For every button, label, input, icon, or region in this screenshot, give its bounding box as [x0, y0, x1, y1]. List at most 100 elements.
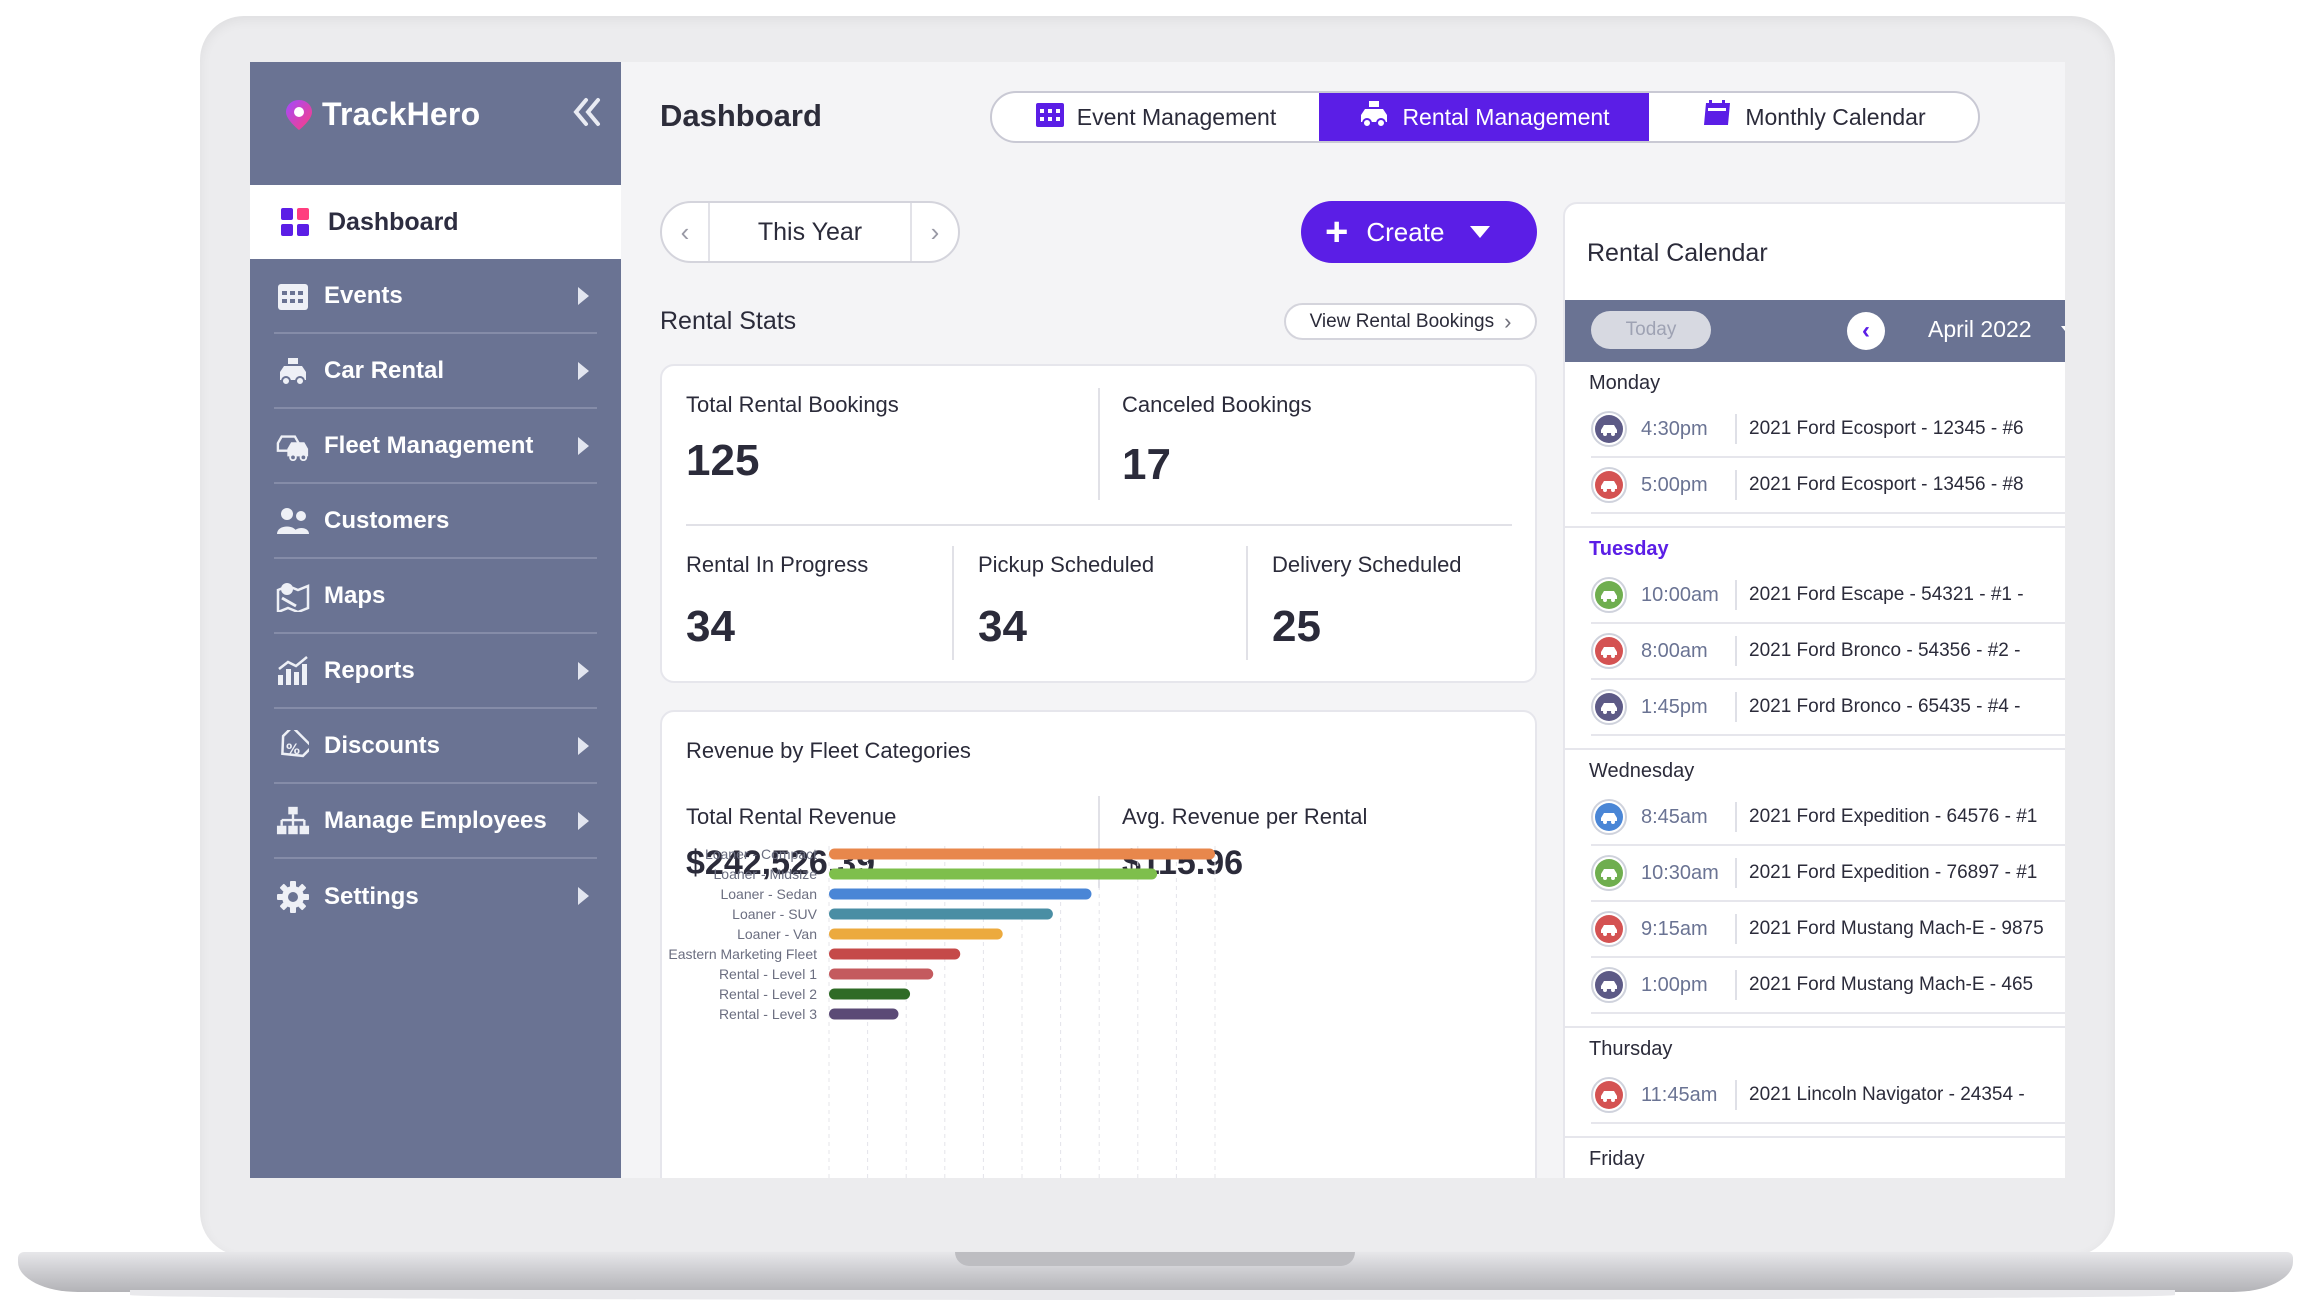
divider	[1735, 470, 1737, 500]
event-description: 2021 Ford Ecosport - 13456 - #8	[1749, 474, 2024, 495]
sidebar-item-settings[interactable]: Settings	[274, 859, 597, 934]
rental-calendar: Rental Calendar Today ‹ April 2022 Monda…	[1563, 202, 2065, 1178]
stat-value: 17	[1122, 440, 1171, 489]
chevron-right-icon	[578, 287, 589, 305]
calendar-event[interactable]: 9:15am 2021 Ford Mustang Mach-E - 9875	[1591, 902, 2065, 958]
calendar-month[interactable]: April 2022	[1928, 316, 2032, 342]
tab-rental-management[interactable]: Rental Management	[1319, 93, 1649, 141]
view-bookings-label: View Rental Bookings	[1309, 310, 1495, 332]
sidebar-item-manage-employees[interactable]: Manage Employees	[274, 784, 597, 859]
chevron-right-icon[interactable]: ›	[910, 203, 958, 261]
sidebar-item-events[interactable]: Events	[274, 259, 597, 334]
calendar-event[interactable]: 1:45pm 2021 Ford Bronco - 65435 - #4 -	[1591, 680, 2065, 736]
calendar-event[interactable]: 5:00pm 2021 Ford Ecosport - 13456 - #8	[1591, 458, 2065, 514]
day-separator	[1565, 736, 2065, 750]
chevron-left-icon[interactable]: ‹	[662, 203, 710, 261]
stat-label: Total Rental Revenue	[686, 804, 897, 829]
chevron-left-icon[interactable]: ‹	[1847, 312, 1885, 350]
divider	[1735, 692, 1737, 722]
sidebar-item-maps[interactable]: Maps	[274, 559, 597, 634]
event-description: 2021 Ford Mustang Mach-E - 9875	[1749, 918, 2044, 939]
sidebar-item-customers[interactable]: Customers	[274, 484, 597, 559]
view-rental-bookings-button[interactable]: View Rental Bookings ›	[1284, 303, 1537, 340]
location-pin-icon	[284, 98, 314, 132]
stat-value: 25	[1272, 602, 1321, 651]
car-icon	[1591, 855, 1627, 891]
chevron-right-icon	[578, 662, 589, 680]
bar[interactable]	[829, 968, 934, 980]
sidebar-item-label: Customers	[324, 506, 450, 534]
sidebar-item-label: Events	[324, 281, 403, 309]
sidebar-item-reports[interactable]: Reports	[274, 634, 597, 709]
bar[interactable]	[829, 908, 1053, 920]
category-label: Loaner - Midsize	[714, 866, 818, 882]
sidebar: TrackHero Dashboard Events Car Rental	[250, 62, 621, 1178]
bar[interactable]	[829, 928, 1003, 940]
sidebar-item-label: Fleet Management	[324, 431, 534, 459]
divider	[1735, 858, 1737, 888]
app-screen: TrackHero Dashboard Events Car Rental	[250, 62, 2065, 1178]
calendar-event[interactable]: 1:00pm 2021 Ford Mustang Mach-E - 465	[1591, 958, 2065, 1014]
category-label: Loaner - Sedan	[720, 886, 817, 902]
calendar-event[interactable]: 8:00am 2021 Ford Bronco - 54356 - #2 -	[1591, 624, 2065, 680]
sidebar-item-fleet-management[interactable]: Fleet Management	[274, 409, 597, 484]
bar[interactable]	[829, 888, 1092, 900]
laptop-shadow	[130, 1290, 2175, 1300]
tab-monthly-calendar[interactable]: Monthly Calendar	[1649, 93, 1978, 141]
create-button[interactable]: + Create	[1301, 201, 1537, 263]
stat-rental-in-progress: Rental In Progress 34	[686, 552, 868, 652]
bar[interactable]	[829, 848, 1215, 860]
event-time: 1:45pm	[1641, 695, 1708, 718]
day-separator	[1565, 1014, 2065, 1028]
period-value[interactable]: This Year	[757, 217, 863, 246]
revenue-title: Revenue by Fleet Categories	[686, 738, 971, 763]
plus-icon: +	[1325, 210, 1349, 254]
collapse-sidebar-icon[interactable]	[568, 94, 604, 134]
org-chart-icon	[276, 804, 310, 838]
divider	[952, 546, 954, 660]
divider	[686, 524, 1512, 526]
bar[interactable]	[829, 948, 961, 960]
module-tabs: Event Management Rental Management Month…	[990, 91, 1980, 143]
event-time: 9:15am	[1641, 917, 1708, 940]
fleet-icon	[276, 429, 310, 463]
category-label: Loaner - Compact	[705, 846, 817, 862]
create-label: Create	[1366, 216, 1445, 247]
sidebar-item-dashboard[interactable]: Dashboard	[250, 185, 621, 259]
bar[interactable]	[829, 988, 911, 1000]
event-time: 8:00am	[1641, 639, 1708, 662]
calendar-event[interactable]: 4:30pm 2021 Ford Ecosport - 12345 - #6	[1591, 402, 2065, 458]
category-label: Rental - Level 2	[719, 986, 817, 1002]
stat-total-bookings: Total Rental Bookings 125	[686, 392, 899, 486]
calendar-agenda: Monday 4:30pm 2021 Ford Ecosport - 12345 -…	[1565, 362, 2065, 1178]
stat-label: Avg. Revenue per Rental	[1122, 804, 1368, 829]
divider	[1735, 636, 1737, 666]
divider	[1735, 414, 1737, 444]
sidebar-nav: Events Car Rental Fleet Management Custo…	[274, 259, 597, 934]
chevron-right-icon: ›	[1504, 308, 1512, 334]
bar[interactable]	[829, 1008, 899, 1020]
sidebar-item-label: Settings	[324, 882, 419, 910]
stat-value: 34	[978, 602, 1027, 651]
calendar-event[interactable]: 8:45am 2021 Ford Expedition - 64576 - #1	[1591, 790, 2065, 846]
calendar-title: Rental Calendar	[1587, 239, 1768, 267]
sidebar-item-car-rental[interactable]: Car Rental	[274, 334, 597, 409]
caret-down-icon[interactable]	[2061, 326, 2065, 336]
event-time: 11:45am	[1641, 1083, 1718, 1106]
car-icon	[1591, 1077, 1627, 1113]
event-time: 10:00am	[1641, 583, 1719, 606]
divider	[1098, 796, 1100, 888]
sidebar-item-discounts[interactable]: % Discounts	[274, 709, 597, 784]
calendar-event[interactable]: 11:45am 2021 Lincoln Navigator - 24354 -	[1591, 1068, 2065, 1124]
today-button[interactable]: Today	[1591, 311, 1711, 349]
day-separator	[1565, 1124, 2065, 1138]
calendar-event[interactable]: 10:30am 2021 Ford Expedition - 76897 - #1	[1591, 846, 2065, 902]
stat-label: Rental In Progress	[686, 552, 869, 577]
bar[interactable]	[829, 868, 1158, 880]
gear-icon	[276, 880, 310, 914]
brand[interactable]: TrackHero	[284, 96, 480, 133]
car-icon	[1591, 467, 1627, 503]
calendar-event[interactable]: 10:00am 2021 Ford Escape - 54321 - #1 -	[1591, 568, 2065, 624]
divider	[1735, 914, 1737, 944]
tab-event-management[interactable]: Event Management	[992, 93, 1319, 141]
